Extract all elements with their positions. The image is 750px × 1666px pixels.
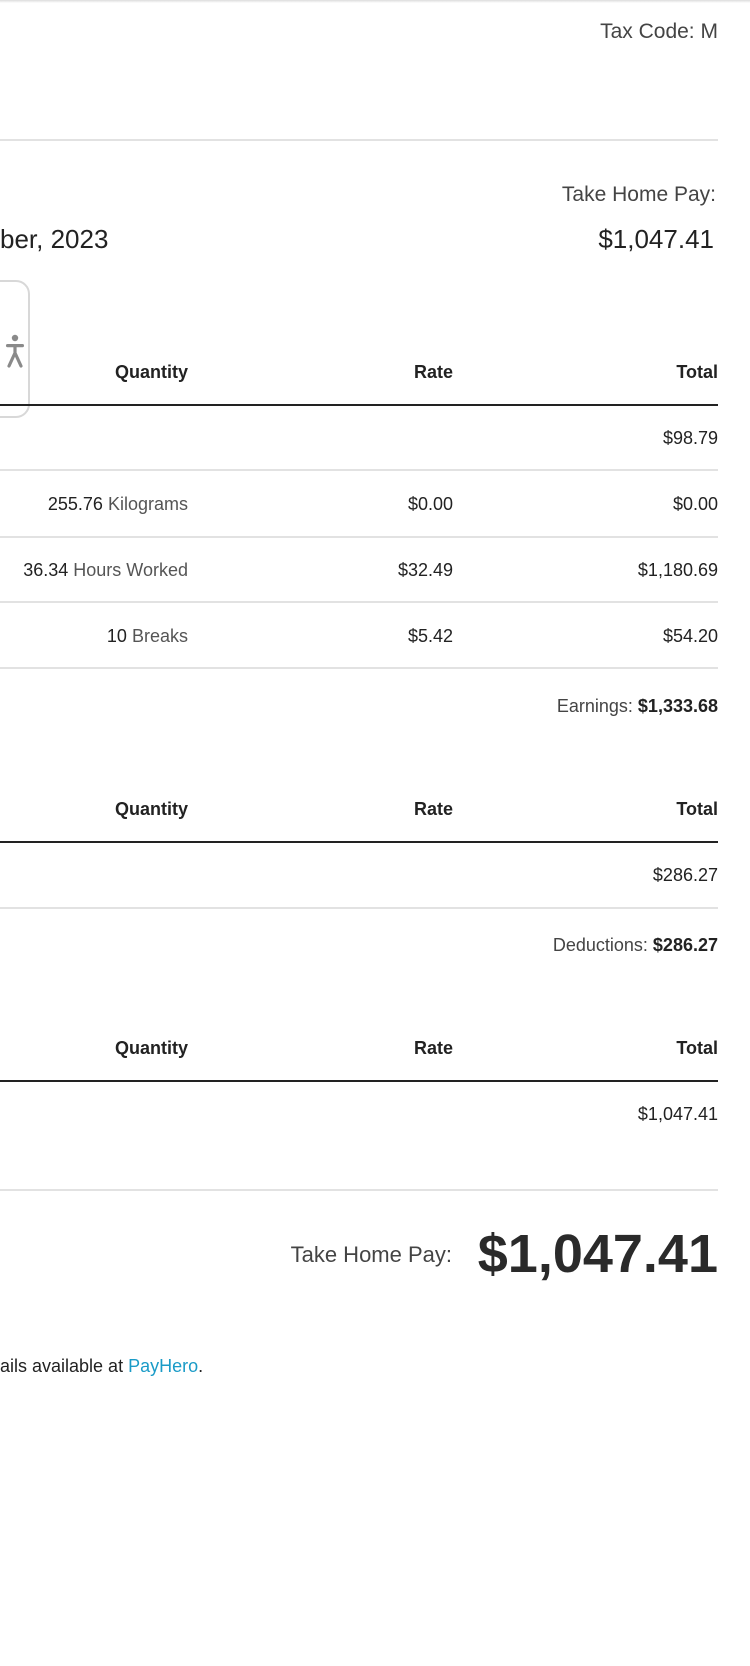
top-shadow (0, 0, 750, 3)
row-total: $1,180.69 (637, 560, 718, 580)
summary-take-home-label: Take Home Pay: (290, 1242, 452, 1267)
col-rate-header: Rate (413, 362, 453, 382)
take-home-value: $1,047.41 (598, 224, 714, 254)
col-quantity-header: Quantity (114, 799, 188, 819)
deductions-subtotal: Deductions: $286.27 (553, 935, 718, 956)
footer-note: ails available at PayHero. (0, 1356, 203, 1377)
row-total: $0.00 (672, 494, 718, 514)
accessibility-person-icon (6, 334, 24, 368)
pay-period: ber, 2023 (0, 224, 109, 254)
deductions-subtotal-value: $286.27 (652, 935, 718, 955)
quantity-unit: Kilograms (107, 494, 188, 514)
earnings-subtotal: Earnings: $1,333.68 (557, 696, 718, 717)
row-total: $54.20 (662, 626, 718, 646)
col-rate-header: Rate (413, 799, 453, 819)
footer-prefix: ails available at (0, 1356, 129, 1376)
quantity-number: 10 (106, 626, 127, 646)
earnings-subtotal-label: Earnings: (556, 696, 633, 716)
row-divider (0, 536, 718, 538)
footer-suffix: . (198, 1356, 204, 1376)
col-total-header: Total (676, 799, 718, 819)
divider (0, 1189, 718, 1191)
row-total: $1,047.41 (637, 1104, 718, 1124)
row-divider (0, 667, 718, 669)
payhero-link[interactable]: PayHero (128, 1356, 199, 1376)
earnings-subtotal-value: $1,333.68 (637, 696, 718, 716)
row-rate: $32.49 (397, 560, 453, 580)
row-quantity: 36.34 Hours Worked (23, 560, 188, 581)
table-header-rule (0, 1080, 718, 1082)
tax-code-value: M (700, 20, 719, 43)
row-divider (0, 907, 718, 909)
table-header-rule (0, 841, 718, 843)
quantity-number: 255.76 (47, 494, 103, 514)
col-quantity-header: Quantity (114, 362, 188, 382)
table-header-rule (0, 404, 718, 406)
col-rate-header: Rate (413, 1038, 453, 1058)
take-home-label: Take Home Pay: (561, 183, 716, 206)
row-quantity: 10 Breaks (107, 626, 188, 647)
deductions-subtotal-label: Deductions: (552, 935, 648, 955)
row-divider (0, 601, 718, 603)
quantity-unit: Hours Worked (73, 560, 188, 580)
accessibility-button[interactable] (0, 280, 30, 418)
col-total-header: Total (676, 362, 718, 382)
tax-code: Tax Code: M (600, 20, 718, 44)
row-divider (0, 469, 718, 471)
quantity-number: 36.34 (23, 560, 69, 580)
row-total: $98.79 (662, 428, 718, 448)
col-total-header: Total (676, 1038, 718, 1058)
tax-code-label: Tax Code: (600, 20, 695, 43)
row-quantity: 255.76 Kilograms (48, 494, 188, 515)
row-rate: $0.00 (407, 494, 453, 514)
divider (0, 139, 718, 141)
row-total: $286.27 (652, 865, 718, 885)
summary-take-home-value: $1,047.41 (477, 1224, 718, 1284)
quantity-unit: Breaks (131, 626, 188, 646)
row-rate: $5.42 (407, 626, 453, 646)
col-quantity-header: Quantity (114, 1038, 188, 1058)
